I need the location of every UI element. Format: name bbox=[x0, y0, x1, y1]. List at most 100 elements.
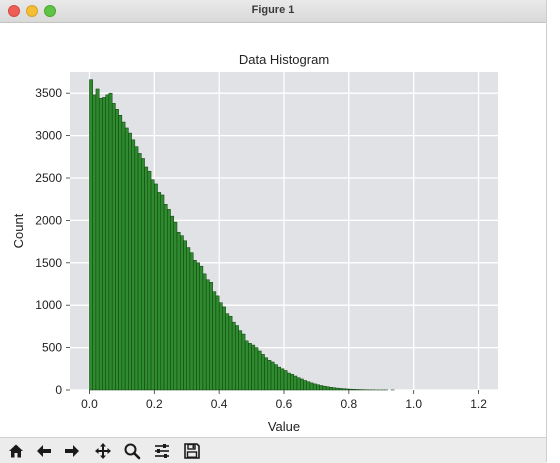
histogram-bar bbox=[222, 307, 225, 390]
histogram-bar bbox=[154, 184, 157, 390]
x-tick-label: 0.8 bbox=[341, 397, 358, 411]
histogram-bar bbox=[252, 345, 255, 390]
histogram-bar bbox=[255, 348, 258, 390]
subplots-config-icon[interactable] bbox=[150, 441, 174, 461]
histogram-bar bbox=[287, 373, 290, 390]
histogram-bar bbox=[278, 367, 281, 390]
histogram-bar bbox=[151, 180, 154, 390]
histogram-bar bbox=[323, 386, 326, 390]
histogram-bar bbox=[245, 341, 248, 390]
histogram-bar bbox=[119, 115, 122, 390]
histogram-bar bbox=[346, 389, 349, 390]
y-tick-label: 0 bbox=[55, 383, 62, 397]
save-icon[interactable] bbox=[180, 441, 204, 461]
histogram-bar bbox=[132, 140, 135, 390]
histogram-bar bbox=[258, 351, 261, 390]
x-tick-label: 1.0 bbox=[405, 397, 422, 411]
histogram-bar bbox=[148, 171, 151, 390]
back-arrow-icon[interactable] bbox=[32, 441, 56, 461]
histogram-bar bbox=[229, 316, 232, 390]
y-tick-label: 3500 bbox=[35, 86, 62, 100]
x-tick-label: 0.0 bbox=[81, 397, 98, 411]
histogram-bar bbox=[158, 192, 161, 390]
home-icon[interactable] bbox=[4, 441, 28, 461]
histogram-bar bbox=[203, 274, 206, 390]
histogram-bar bbox=[265, 358, 268, 390]
y-axis-label: Count bbox=[11, 213, 26, 248]
histogram-bar bbox=[209, 282, 212, 390]
histogram-bar bbox=[99, 98, 102, 390]
x-tick-label: 1.2 bbox=[470, 397, 487, 411]
window-titlebar[interactable]: Figure 1 bbox=[0, 0, 546, 23]
histogram-bar bbox=[106, 95, 109, 390]
histogram-bar bbox=[89, 80, 92, 390]
histogram-bar bbox=[219, 303, 222, 390]
histogram-bar bbox=[145, 167, 148, 390]
histogram-bar bbox=[303, 381, 306, 390]
histogram-bar bbox=[196, 263, 199, 390]
y-tick-label: 3000 bbox=[35, 129, 62, 143]
histogram-bar bbox=[336, 388, 339, 390]
histogram-bar bbox=[271, 362, 274, 390]
navigation-toolbar bbox=[0, 437, 546, 463]
histogram-bar bbox=[294, 376, 297, 390]
histogram-bar bbox=[122, 122, 125, 390]
histogram-bar bbox=[329, 387, 332, 390]
histogram-bar bbox=[171, 216, 174, 390]
histogram-bar bbox=[128, 133, 131, 390]
x-tick-label: 0.4 bbox=[211, 397, 228, 411]
histogram-bar bbox=[200, 266, 203, 390]
pan-icon[interactable] bbox=[91, 441, 115, 461]
histogram-bar bbox=[352, 389, 355, 390]
x-tick-label: 0.6 bbox=[276, 397, 293, 411]
y-tick-label: 500 bbox=[42, 341, 62, 355]
x-axis-ticks: 0.0 0.2 0.4 0.6 0.8 1.0 1.2 bbox=[81, 390, 487, 411]
histogram-bar bbox=[102, 97, 105, 390]
zoom-icon[interactable] bbox=[120, 441, 144, 461]
histogram-bar bbox=[333, 388, 336, 390]
histogram-bar bbox=[187, 248, 190, 390]
y-tick-label: 1500 bbox=[35, 256, 62, 270]
background-app-edge bbox=[546, 0, 560, 462]
histogram-bar bbox=[300, 379, 303, 390]
histogram-bar bbox=[232, 322, 235, 390]
histogram-bar bbox=[307, 382, 310, 390]
histogram-bar bbox=[183, 241, 186, 390]
histogram-bar bbox=[115, 109, 118, 390]
histogram-bar bbox=[164, 204, 167, 390]
histogram-bar bbox=[316, 385, 319, 390]
histogram-bar bbox=[138, 153, 141, 390]
forward-arrow-icon[interactable] bbox=[60, 441, 84, 461]
histogram-bar bbox=[190, 253, 193, 390]
histogram-bar bbox=[93, 95, 96, 390]
histogram-bar bbox=[112, 103, 115, 390]
histogram-bar bbox=[297, 378, 300, 390]
x-axis-label: Value bbox=[268, 419, 300, 434]
window-title: Figure 1 bbox=[0, 4, 546, 16]
histogram-bar bbox=[313, 384, 316, 390]
histogram-bar bbox=[193, 260, 196, 390]
histogram-bar bbox=[141, 158, 144, 390]
histogram-bar bbox=[180, 236, 183, 390]
histogram-bar bbox=[226, 314, 229, 390]
histogram-bar bbox=[206, 280, 209, 390]
histogram-bar bbox=[355, 389, 358, 390]
histogram-bar bbox=[261, 354, 264, 390]
histogram-bar bbox=[326, 387, 329, 390]
histogram-bar bbox=[310, 383, 313, 390]
histogram-bar bbox=[216, 296, 219, 390]
histogram-bar bbox=[320, 386, 323, 390]
histogram-bar bbox=[284, 370, 287, 390]
histogram-bar bbox=[125, 128, 128, 390]
histogram-bar bbox=[161, 195, 164, 390]
histogram-bar bbox=[281, 369, 284, 390]
x-tick-label: 0.2 bbox=[146, 397, 163, 411]
histogram-bar bbox=[268, 360, 271, 390]
histogram-bar bbox=[290, 374, 293, 390]
histogram-bar bbox=[167, 209, 170, 390]
histogram-bar bbox=[248, 343, 251, 390]
